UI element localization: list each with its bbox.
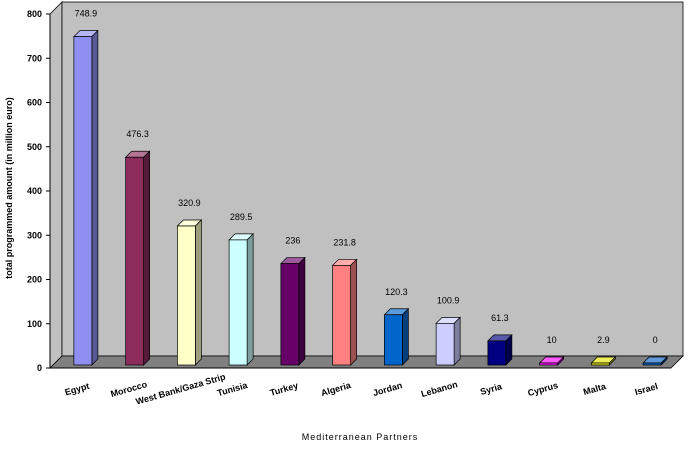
bar: 236 — [280, 236, 306, 366]
y-axis-label: total programmed amount (in million euro… — [4, 97, 14, 279]
bar: 10 — [538, 335, 565, 366]
data-label: 476.3 — [126, 129, 149, 139]
bar-side — [143, 150, 150, 366]
y-tick-label: 600 — [27, 98, 42, 108]
bar-side — [298, 256, 306, 366]
y-tick-label: 300 — [27, 230, 42, 240]
bar-front — [125, 156, 144, 366]
y-tick-label: 0 — [37, 363, 42, 373]
bar-front — [73, 36, 93, 366]
bar-side — [246, 233, 254, 366]
y-tick-label: 200 — [27, 275, 42, 285]
data-label: 2.9 — [597, 335, 610, 345]
data-label: 748.9 — [75, 9, 98, 19]
side-wall — [49, 1, 63, 369]
bar: 476.3 — [124, 129, 151, 366]
bar-front — [384, 314, 403, 366]
data-label: 100.9 — [437, 295, 460, 305]
bar: 231.8 — [331, 237, 358, 366]
bar-front — [539, 362, 558, 366]
y-tick-label: 400 — [27, 186, 42, 196]
y-tick-label: 800 — [27, 9, 42, 19]
x-tick-label: Egypt — [64, 381, 91, 398]
bar: 2.9 — [590, 335, 617, 366]
bar-side — [195, 219, 202, 366]
bar-side — [350, 258, 357, 366]
bar: 289.5 — [228, 212, 254, 366]
bar-side — [91, 29, 99, 366]
y-axis: 0 100 200 300 400 500 600 700 800 — [27, 9, 51, 373]
data-label: 120.3 — [385, 287, 408, 297]
x-tick-label: Syria — [479, 381, 504, 397]
bar: 61.3 — [487, 313, 513, 366]
bar-side — [402, 307, 409, 366]
y-tick-label: 700 — [27, 53, 42, 63]
data-label: 236 — [285, 236, 300, 246]
plot-area — [49, 1, 684, 369]
y-tick-label: 500 — [27, 142, 42, 152]
bars: 748.9 476.3 320.9 289.5 236 231.8 120.3 100.9 61… — [73, 9, 668, 366]
x-tick-label: Lebanon — [420, 379, 459, 399]
x-tick-label: West Bank/Gaza Strip — [135, 371, 228, 406]
bar-front — [332, 265, 351, 366]
bar-front — [642, 362, 662, 366]
x-tick-label: Turkey — [269, 380, 299, 398]
data-label: 0 — [653, 335, 658, 345]
x-tick-label: Malta — [582, 381, 608, 397]
x-tick-label: Algeria — [320, 380, 353, 398]
x-tick-label: Cyprus — [527, 380, 560, 398]
bar-front — [591, 362, 610, 366]
bar-front — [228, 239, 248, 366]
x-tick-label: Israel — [634, 381, 659, 397]
bar: 748.9 — [73, 9, 99, 366]
bar: 320.9 — [176, 198, 203, 366]
x-tick-label: Jordan — [372, 380, 404, 398]
bar-front — [280, 263, 300, 366]
bar-side — [453, 316, 461, 366]
bar: 0 — [642, 335, 668, 366]
back-wall — [61, 1, 684, 357]
x-axis-label: Mediterranean Partners — [302, 432, 419, 442]
bar: 120.3 — [383, 287, 410, 366]
bar-front — [487, 340, 507, 366]
data-label: 231.8 — [333, 237, 356, 247]
data-label: 320.9 — [178, 198, 201, 208]
bar-front — [435, 323, 455, 366]
bar: 100.9 — [435, 295, 461, 366]
y-tick-label: 100 — [27, 319, 42, 329]
data-label: 289.5 — [230, 212, 253, 222]
data-label: 61.3 — [491, 313, 509, 323]
data-label: 10 — [547, 335, 557, 345]
bar-front — [177, 225, 196, 366]
